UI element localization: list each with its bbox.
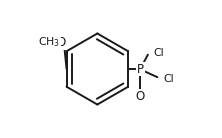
Text: CH$_3$: CH$_3$ (38, 35, 60, 49)
Text: O: O (57, 36, 66, 49)
Text: Cl: Cl (163, 74, 174, 84)
Text: O: O (136, 90, 145, 103)
Text: P: P (137, 63, 144, 75)
Text: Cl: Cl (153, 48, 164, 58)
